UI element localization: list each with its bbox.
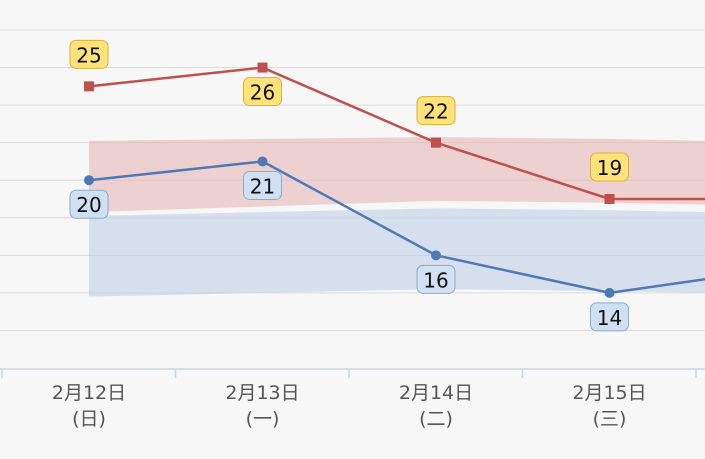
- low-point: [431, 250, 441, 261]
- x-tick-sublabel: (日): [72, 408, 106, 430]
- low-range-band: [89, 208, 705, 297]
- low-label-text: 20: [76, 193, 101, 217]
- x-tick-label: 2月15日: [572, 382, 646, 404]
- x-tick-label: 2月14日: [399, 382, 473, 404]
- low-point: [257, 156, 268, 167]
- data-labels: 25 26 22 19 20 21 16 14: [69, 39, 629, 332]
- high-label-box: [590, 152, 629, 182]
- x-axis: 2月12日 (日) 2月13日 (一) 2月14日 (二) 2月15日 (三): [0, 368, 705, 430]
- high-point: [84, 81, 94, 92]
- low-label-text: 16: [423, 268, 448, 292]
- high-label-text: 22: [423, 100, 448, 124]
- high-point: [257, 62, 268, 73]
- high-label-box: [416, 96, 456, 126]
- low-data-label: 20: [69, 189, 109, 219]
- high-label-text: 26: [250, 81, 275, 105]
- high-data-label: 22: [416, 96, 456, 126]
- high-point: [604, 194, 615, 204]
- high-data-label: 26: [243, 77, 282, 107]
- x-tick-label: 2月12日: [52, 382, 126, 404]
- high-data-label: 25: [69, 39, 109, 69]
- high-label-box: [69, 39, 109, 69]
- low-point: [84, 175, 94, 186]
- x-tick-label: 2月13日: [225, 382, 299, 404]
- high-data-label: 19: [590, 152, 629, 182]
- low-label-box: [69, 189, 109, 219]
- low-label-box: [243, 170, 282, 200]
- low-label-box: [590, 302, 629, 332]
- low-label-box: [416, 264, 456, 294]
- low-data-label: 16: [416, 264, 456, 294]
- high-label-text: 25: [76, 43, 101, 67]
- low-data-label: 21: [243, 170, 282, 200]
- low-label-text: 21: [250, 174, 275, 198]
- x-tick-sublabel: (三): [593, 408, 627, 430]
- series-markers: [84, 62, 615, 298]
- high-label-text: 19: [597, 156, 622, 180]
- low-label-text: 14: [597, 306, 622, 330]
- low-data-label: 14: [590, 302, 629, 332]
- low-point: [604, 287, 615, 298]
- x-tick-sublabel: (一): [246, 408, 280, 430]
- high-point: [431, 137, 441, 148]
- high-label-box: [243, 77, 282, 107]
- x-tick-sublabel: (二): [419, 408, 453, 430]
